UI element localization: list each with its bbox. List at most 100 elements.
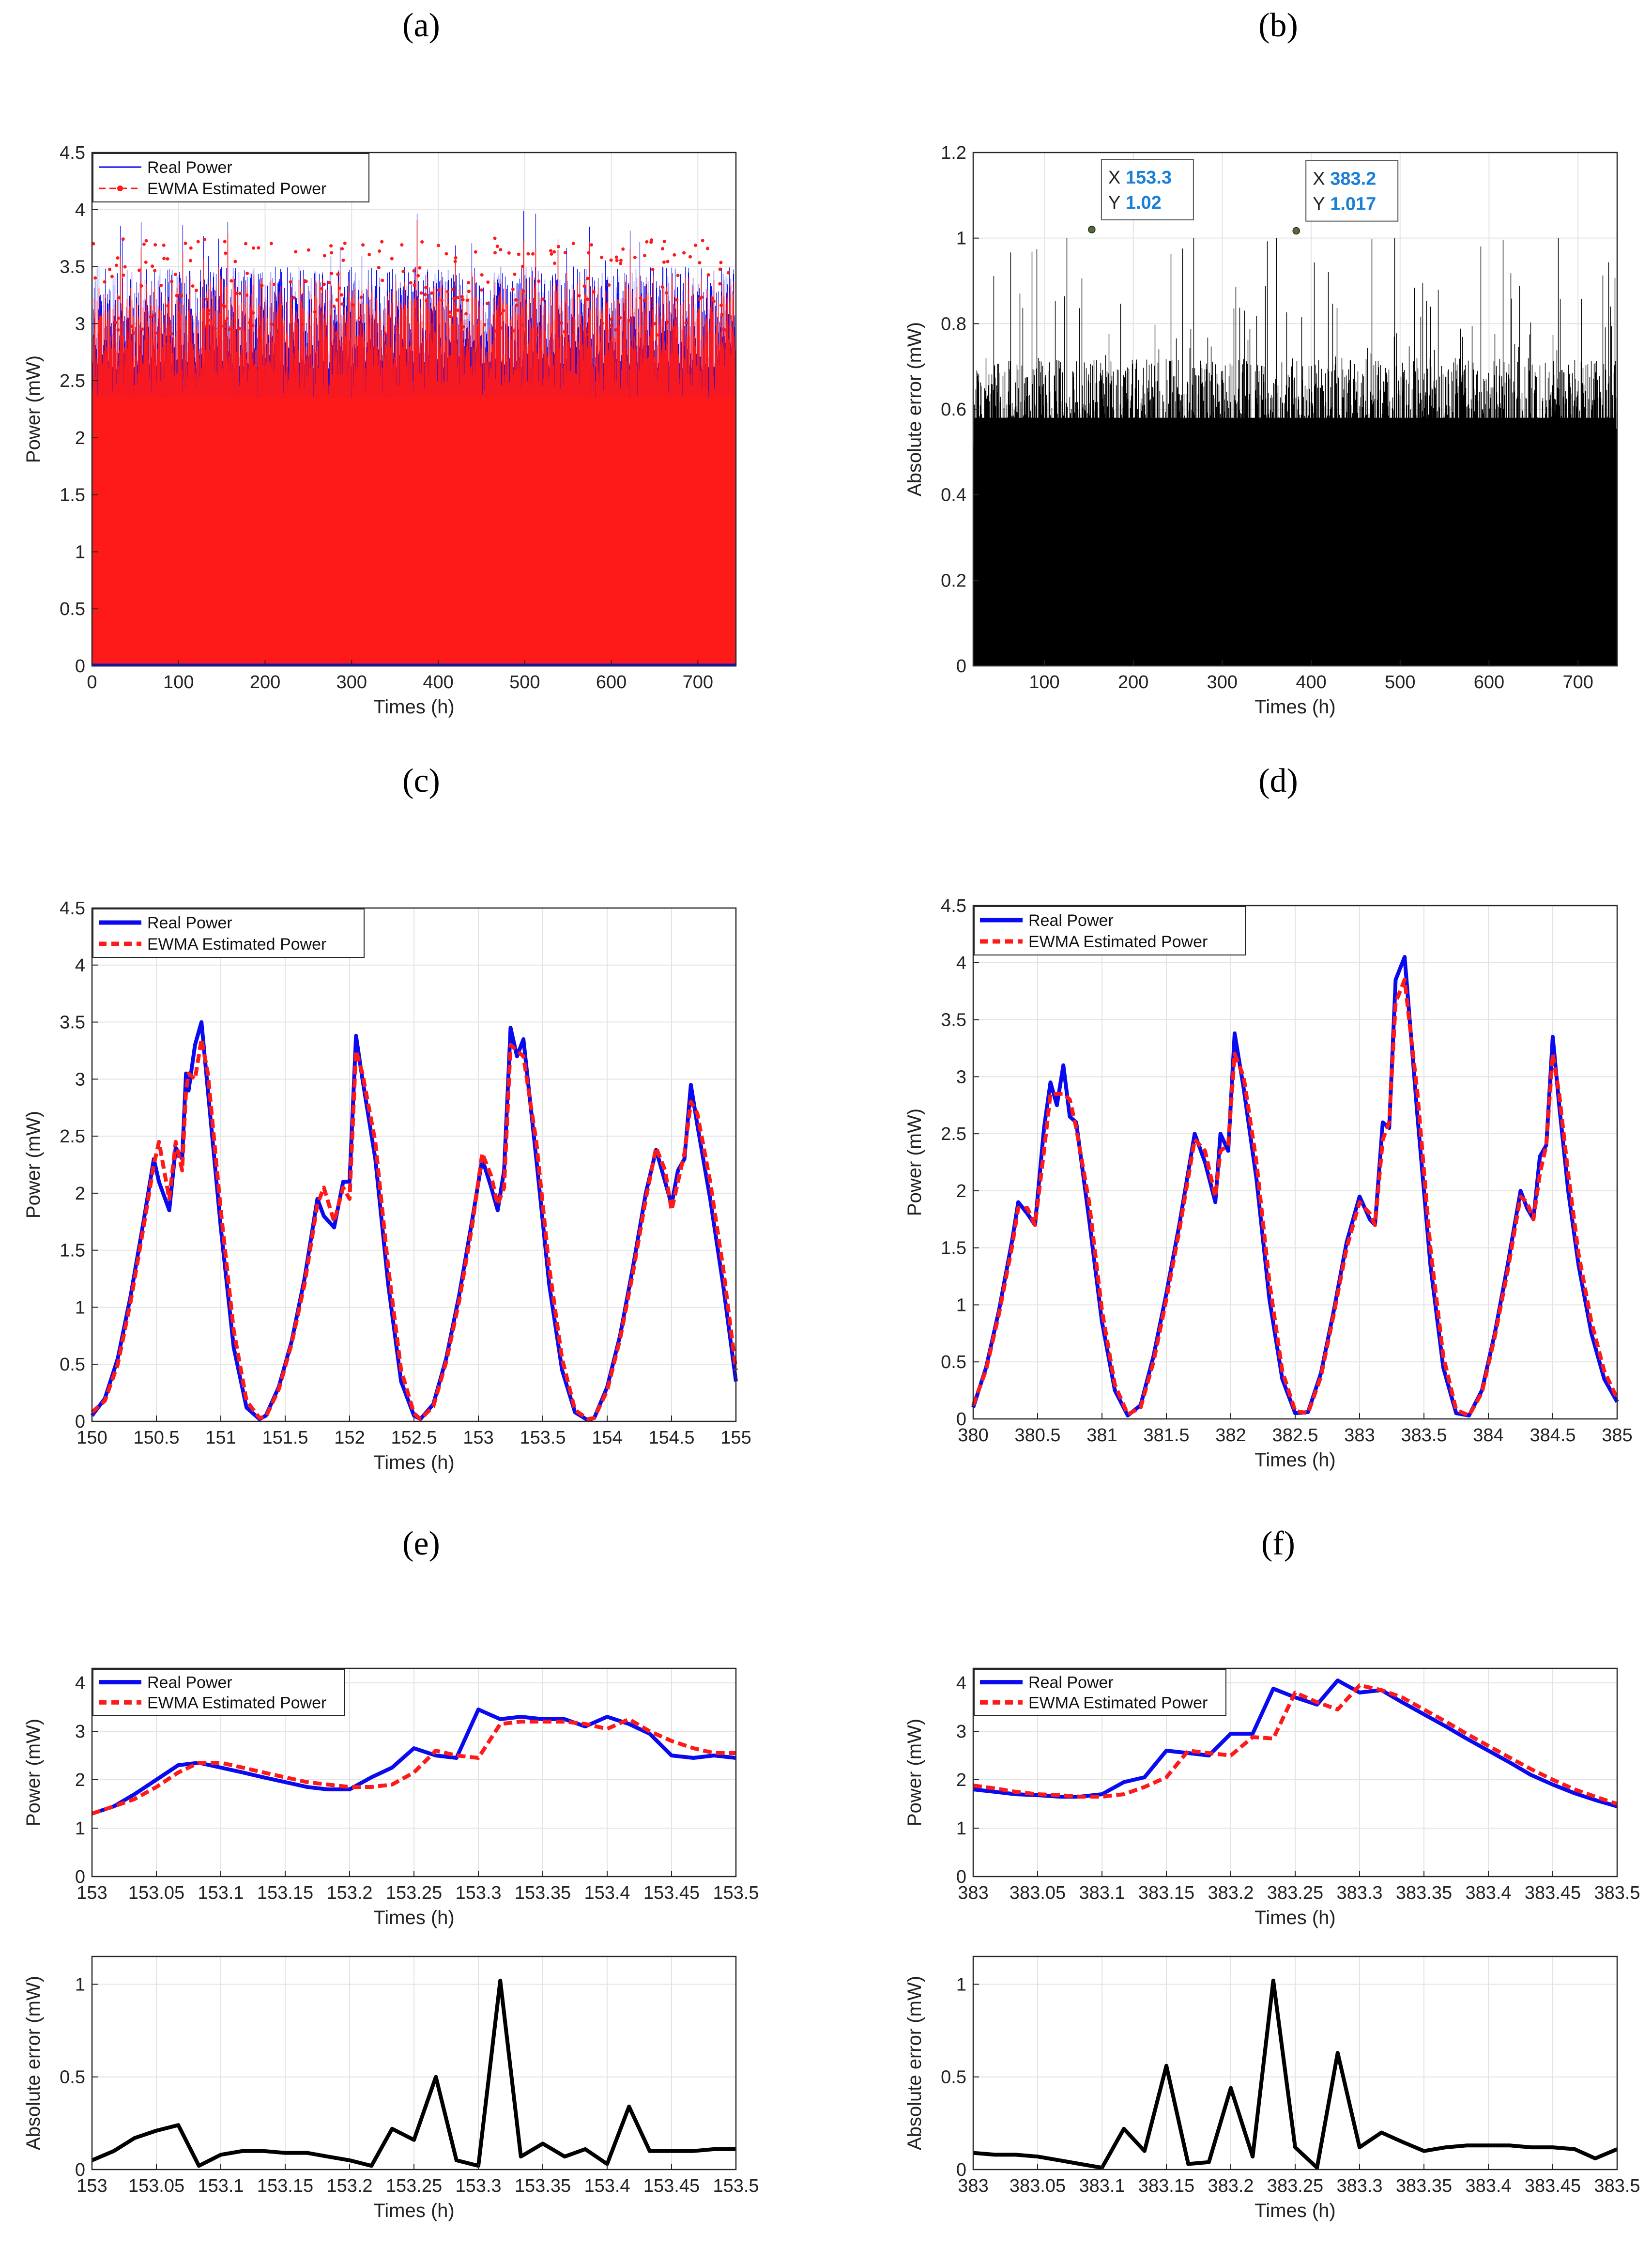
legend-box [92, 908, 365, 958]
ewma-marker [233, 260, 237, 263]
y-tick-label: 0.2 [941, 570, 966, 591]
ewma-marker [465, 298, 469, 302]
y-tick-label: 1.5 [60, 485, 85, 506]
legend-real-label: Real Power [147, 158, 232, 177]
y-tick-label: 0.8 [941, 314, 966, 334]
ewma-marker [359, 316, 363, 320]
ewma-marker [423, 293, 427, 296]
y-tick-label: 0.5 [941, 2067, 966, 2088]
ewma-marker [144, 239, 148, 243]
x-axis-label: Times (h) [1254, 2200, 1335, 2221]
x-tick-label: 150 [76, 1428, 107, 1448]
y-tick-label: 3 [75, 1722, 85, 1742]
data-tip-y-label: Y [1108, 193, 1120, 213]
x-tick-label: 155 [720, 1428, 751, 1448]
ewma-marker [378, 249, 382, 253]
ewma-marker [651, 267, 655, 271]
ewma-marker [320, 287, 323, 291]
ewma-marker [151, 264, 154, 268]
ewma-marker [619, 259, 623, 262]
ewma-marker [188, 259, 192, 262]
ewma-marker [159, 283, 163, 287]
ewma-marker [698, 261, 702, 264]
ewma-marker [653, 322, 657, 325]
panel-label: (f) [1261, 1525, 1295, 1562]
ewma-marker [116, 328, 120, 332]
y-tick-label: 2 [956, 1770, 966, 1790]
chart-e_error: 153 153.05 153.1 153.15 153.2 153.25 153.3 153.… [23, 1955, 759, 2221]
ewma-marker [587, 332, 591, 336]
x-tick-label: 383.2 [1208, 1883, 1254, 1903]
ewma-marker [140, 327, 144, 331]
ewma-marker [440, 298, 444, 302]
ewma-marker [700, 295, 704, 299]
ewma-marker [330, 251, 334, 255]
y-tick-label: 1.5 [941, 1238, 966, 1259]
ewma-marker [639, 296, 642, 300]
ewma-marker [571, 242, 575, 246]
ewma-marker [437, 288, 441, 292]
data-tip-x-label: X [1108, 168, 1120, 188]
ewma-marker [235, 292, 239, 295]
ewma-marker [222, 324, 226, 328]
ewma-marker [224, 251, 228, 255]
ewma-marker [452, 297, 456, 301]
y-tick-label: 1 [75, 1818, 85, 1839]
y-tick-label: 4 [75, 200, 85, 220]
ewma-marker [499, 248, 503, 252]
legend-box [92, 153, 369, 202]
x-tick-label: 200 [1118, 672, 1148, 693]
y-tick-label: 3 [75, 314, 85, 334]
ewma-marker [655, 333, 659, 337]
ewma-marker [153, 331, 157, 335]
y-tick-label: 1 [956, 1818, 966, 1839]
ewma-marker [341, 259, 345, 262]
ewma-marker [718, 267, 722, 271]
ewma-marker [662, 260, 666, 264]
x-tick-label: 382 [1215, 1425, 1246, 1446]
ewma-marker [675, 298, 679, 302]
chart-c: 150 150.5 151 151.5 152 152.5 153 153.5 154 154.5… [23, 762, 751, 1473]
ewma-marker [450, 288, 454, 292]
x-tick-label: 153 [76, 2176, 107, 2196]
chart-b: 100 200 300 400 500 600 700 0 0.2 0.4 0.6 0.8 1 1.2 Ti… [904, 7, 1618, 718]
ewma-marker [521, 264, 525, 268]
x-tick-label: 383.2 [1208, 2176, 1254, 2196]
ewma-marker [322, 254, 326, 258]
y-tick-label: 4.5 [60, 898, 85, 919]
ewma-marker [401, 269, 405, 273]
y-axis-label: Absolute error (mW) [904, 322, 925, 496]
x-axis-label: Times (h) [1254, 696, 1335, 718]
ewma-marker [614, 255, 618, 259]
data-tip-x-label: X [1313, 169, 1325, 189]
y-tick-label: 0.5 [60, 2067, 85, 2088]
ewma-marker [515, 303, 519, 307]
legend-box [974, 1669, 1226, 1716]
y-axis-label: Power (mW) [23, 1111, 44, 1218]
data-tip-box [1305, 160, 1399, 222]
ewma-marker [531, 252, 535, 256]
ewma-marker [175, 293, 179, 297]
y-axis-label: Absolute error (mW) [23, 1976, 44, 2150]
ewma-marker [437, 244, 441, 247]
ewma-marker [116, 316, 120, 320]
ewma-marker [586, 277, 590, 280]
x-tick-label: 383.35 [1396, 2176, 1452, 2196]
x-axis-label: Times (h) [1254, 1449, 1335, 1471]
x-tick-label: 383.05 [1010, 2176, 1066, 2196]
ewma-marker [103, 280, 107, 284]
y-axis-label: Power (mW) [904, 1109, 925, 1216]
ewma-marker [666, 321, 670, 324]
x-tick-label: 153.5 [713, 2176, 759, 2196]
abs-error-line [973, 1978, 1618, 2170]
ewma-marker [460, 295, 464, 299]
ewma-marker [661, 247, 665, 251]
legend-box [92, 1669, 345, 1716]
x-tick-label: 153.3 [455, 1883, 501, 1903]
ewma-marker [273, 323, 277, 327]
ewma-marker [628, 319, 632, 323]
ewma-marker [418, 266, 422, 270]
legend-real-label: Real Power [1028, 911, 1114, 930]
y-axis-label: Power (mW) [23, 1719, 44, 1826]
